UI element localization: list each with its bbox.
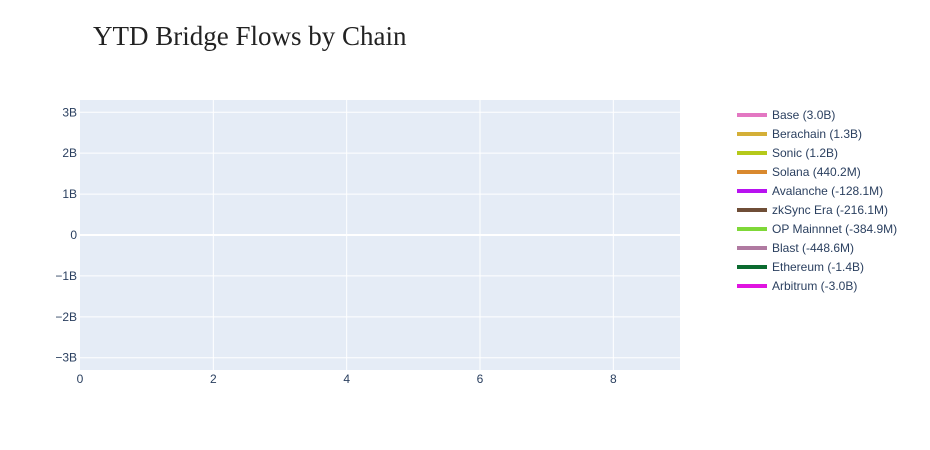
axis-ticks: 0 2 4 6 8 3B 2B 1B 0 −1B −2B −3B [55,105,617,386]
y-tick-label: −1B [55,269,77,283]
legend-item[interactable]: zkSync Era (-216.1M) [737,203,888,217]
legend-label: Sonic (1.2B) [772,146,838,160]
chart-title: YTD Bridge Flows by Chain [93,21,407,51]
y-tick-label: 2B [62,146,77,160]
x-tick-label: 6 [477,372,484,386]
x-tick-label: 8 [610,372,617,386]
legend-label: Solana (440.2M) [772,165,861,179]
legend-label: Avalanche (-128.1M) [772,184,883,198]
legend-item[interactable]: Sonic (1.2B) [737,146,838,160]
legend-item[interactable]: Berachain (1.3B) [737,127,862,141]
legend-item[interactable]: Ethereum (-1.4B) [737,260,864,274]
grid-lines [80,100,680,370]
x-tick-label: 2 [210,372,217,386]
y-tick-label: 1B [62,187,77,201]
x-tick-label: 0 [77,372,84,386]
legend-item[interactable]: Avalanche (-128.1M) [737,184,883,198]
y-tick-label: 3B [62,105,77,119]
y-tick-label: −3B [55,351,77,365]
legend-label: Arbitrum (-3.0B) [772,279,857,293]
legend[interactable]: Base (3.0B) Berachain (1.3B) Sonic (1.2B) S… [737,108,897,293]
legend-item[interactable]: Blast (-448.6M) [737,241,854,255]
legend-label: OP Mainnnet (-384.9M) [772,222,897,236]
x-tick-label: 4 [343,372,350,386]
legend-item[interactable]: Solana (440.2M) [737,165,861,179]
legend-label: Ethereum (-1.4B) [772,260,864,274]
legend-label: Base (3.0B) [772,108,835,122]
legend-label: Berachain (1.3B) [772,127,862,141]
legend-item[interactable]: OP Mainnnet (-384.9M) [737,222,897,236]
legend-label: Blast (-448.6M) [772,241,854,255]
legend-item[interactable]: Base (3.0B) [737,108,835,122]
y-tick-label: 0 [70,228,77,242]
y-tick-label: −2B [55,310,77,324]
legend-item[interactable]: Arbitrum (-3.0B) [737,279,857,293]
legend-label: zkSync Era (-216.1M) [772,203,888,217]
